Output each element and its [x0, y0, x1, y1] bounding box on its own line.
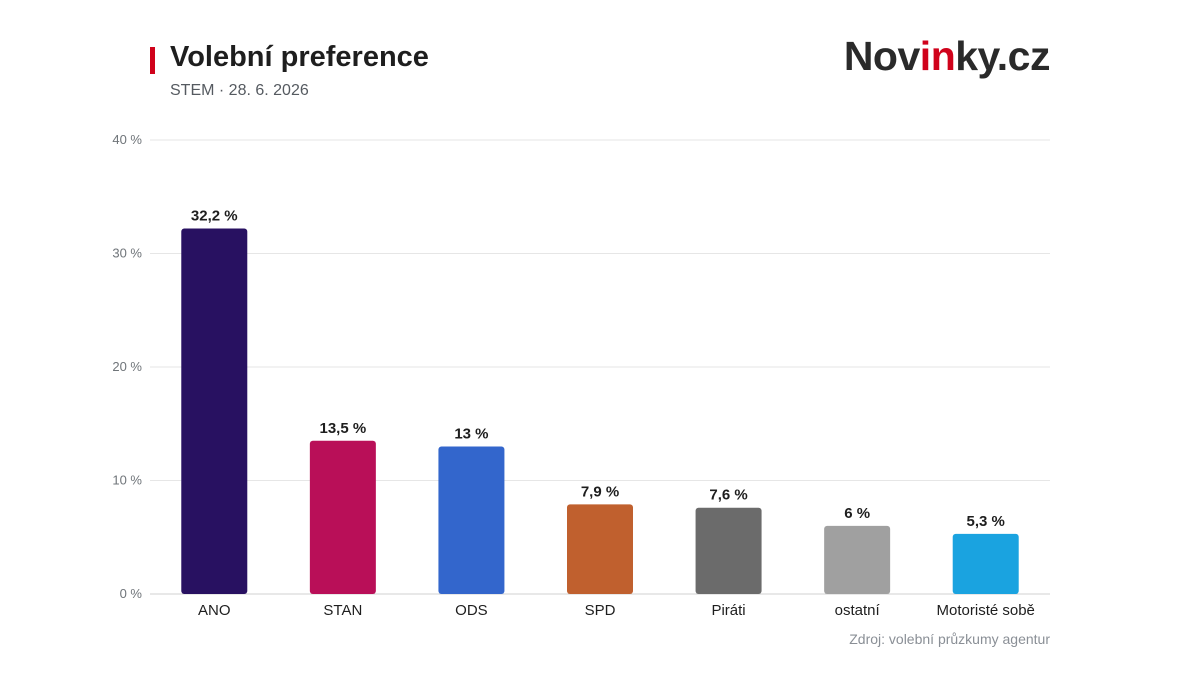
bar-value-label: 5,3 % [967, 513, 1005, 530]
chart-subtitle: STEM · 28. 6. 2026 [170, 82, 309, 99]
y-tick-label: 20 % [112, 359, 142, 374]
logo-part-1: Nov [843, 33, 920, 79]
logo-part-3: ky.cz [955, 33, 1050, 79]
bar [824, 525, 891, 594]
bar-value-label: 6 % [844, 505, 870, 522]
bar-value-label: 7,6 % [709, 487, 747, 504]
source-note: Zdroj: volební průzkumy agentur [849, 631, 1050, 647]
bar [181, 228, 248, 594]
bar-value-label: 13,5 % [320, 420, 367, 437]
x-category-label: ODS [455, 602, 488, 619]
novinky-logo: Novinky.cz [843, 33, 1051, 80]
x-category-label: ostatní [835, 602, 881, 619]
bar-value-label: 13 % [454, 425, 488, 442]
bar [438, 446, 505, 594]
logo-part-2: in [919, 33, 956, 79]
y-tick-label: 10 % [112, 473, 142, 488]
bar [567, 504, 633, 594]
x-category-label: Piráti [711, 602, 745, 619]
bar [952, 533, 1019, 594]
bar-value-label: 32,2 % [191, 208, 238, 225]
title-accent-bar [150, 47, 155, 74]
x-category-label: SPD [585, 602, 616, 619]
x-category-label: STAN [323, 602, 362, 619]
y-tick-label: 30 % [112, 246, 142, 261]
x-category-label: Motoristé sobě [937, 602, 1035, 619]
chart-title: Volební preference [170, 41, 429, 73]
y-tick-label: 0 % [120, 586, 143, 601]
bar [309, 440, 376, 594]
x-category-label: ANO [198, 602, 231, 619]
bar-value-label: 7,9 % [581, 483, 619, 500]
bar [695, 507, 762, 594]
y-tick-label: 40 % [112, 132, 142, 147]
